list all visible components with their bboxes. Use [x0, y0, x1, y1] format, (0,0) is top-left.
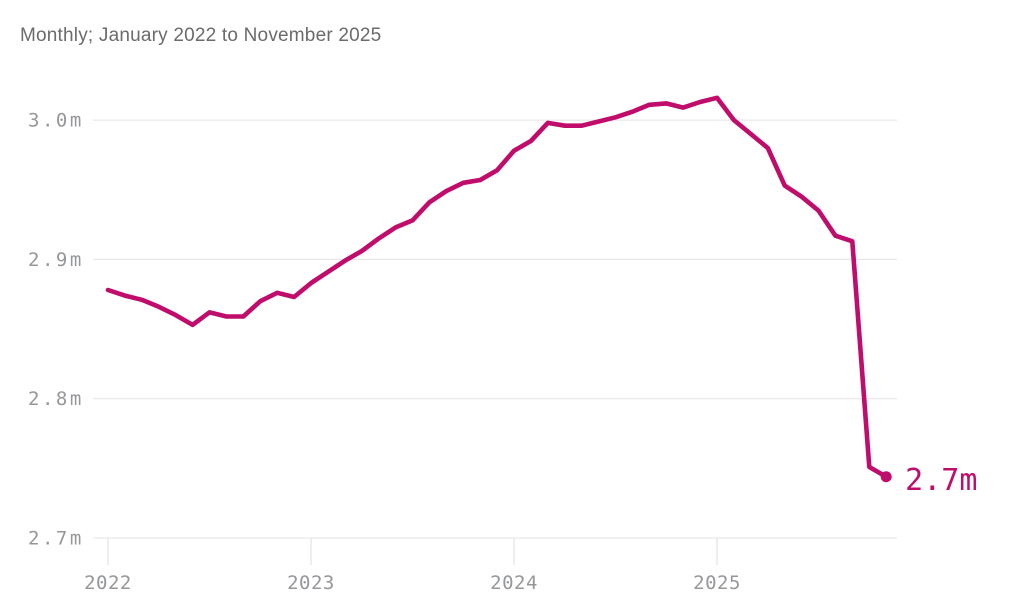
chart-subtitle: Monthly; January 2022 to November 2025: [20, 25, 382, 46]
y-axis-label: 3.0m: [28, 110, 84, 132]
x-axis-label: 2024: [490, 572, 538, 594]
x-axis-label: 2023: [287, 572, 335, 594]
y-axis-label: 2.8m: [28, 388, 84, 410]
end-point-dot: [880, 471, 892, 483]
x-axis-label: 2022: [84, 572, 132, 594]
y-axis-label: 2.7m: [28, 528, 84, 550]
x-axis-label: 2025: [693, 572, 741, 594]
y-axis-label: 2.9m: [28, 249, 84, 271]
data-line: [105, 95, 889, 479]
end-value-label: 2.7m: [905, 462, 978, 498]
